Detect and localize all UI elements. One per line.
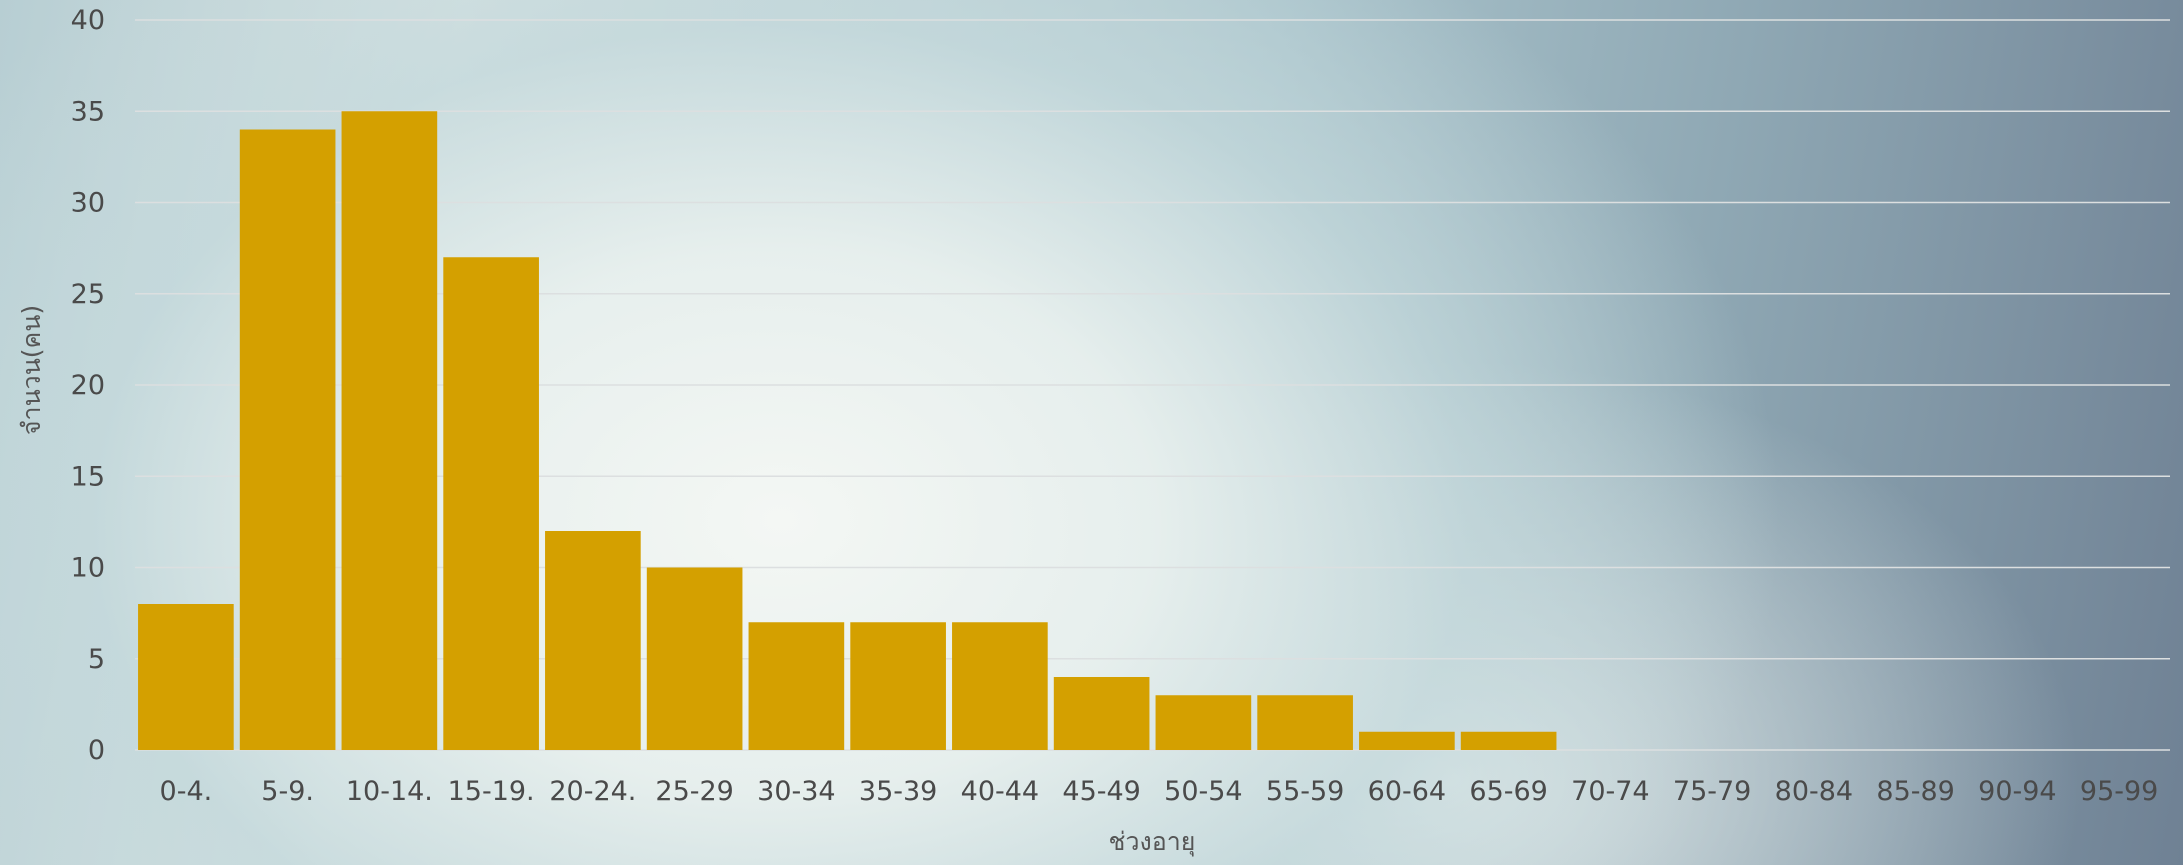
bar-45-49	[1053, 677, 1150, 750]
bar-50-54	[1155, 695, 1252, 750]
x-tick-label: 90-94	[1978, 776, 2056, 807]
bar-10-14	[341, 111, 438, 750]
y-axis-title: จำนวน(คน)	[17, 305, 46, 435]
bar-60-64	[1359, 731, 1455, 750]
x-tick-label: 25-29	[655, 776, 733, 807]
x-tick-label: 35-39	[859, 776, 937, 807]
bar-5-9	[239, 129, 336, 750]
bar-30-34	[748, 622, 845, 750]
x-tick-label: 40-44	[961, 776, 1039, 807]
x-axis-ticks: 0-4. 5-9. 10-14. 15-19. 20-24. 25-29 30-34 35-3…	[160, 776, 2159, 807]
x-tick-label: 45-49	[1062, 776, 1140, 807]
bar-15-19	[443, 257, 539, 750]
y-tick-label: 35	[71, 96, 105, 127]
y-tick-label: 25	[71, 279, 105, 310]
y-tick-label: 40	[71, 5, 105, 36]
x-tick-label: 60-64	[1368, 776, 1446, 807]
x-tick-label: 65-69	[1469, 776, 1547, 807]
y-axis-ticks: 0 5 10 15 20 25 30 35 40	[71, 5, 105, 766]
bar-20-24	[545, 531, 641, 750]
gridlines	[135, 19, 2170, 751]
y-tick-label: 15	[71, 461, 105, 492]
y-tick-label: 10	[71, 553, 105, 584]
x-tick-label: 55-59	[1266, 776, 1344, 807]
x-axis-title: ช่วงอายุ	[1109, 827, 1196, 857]
x-tick-label: 10-14.	[346, 776, 433, 807]
y-tick-label: 0	[88, 735, 105, 766]
x-tick-label: 75-79	[1673, 776, 1751, 807]
bar-0-4	[138, 604, 234, 750]
y-tick-label: 20	[71, 370, 105, 401]
y-tick-label: 30	[71, 188, 105, 219]
x-tick-label: 30-34	[757, 776, 835, 807]
x-tick-label: 95-99	[2080, 776, 2158, 807]
bar-35-39	[850, 622, 946, 750]
x-tick-label: 0-4.	[160, 776, 213, 807]
x-tick-label: 70-74	[1571, 776, 1649, 807]
y-tick-label: 5	[88, 644, 105, 675]
x-tick-label: 5-9.	[261, 776, 314, 807]
x-tick-label: 15-19.	[448, 776, 535, 807]
x-tick-label: 50-54	[1164, 776, 1242, 807]
x-tick-label: 80-84	[1775, 776, 1853, 807]
bar-25-29	[646, 567, 743, 750]
bars	[138, 111, 1557, 750]
bar-40-44	[952, 622, 1048, 750]
x-tick-label: 85-89	[1876, 776, 1954, 807]
bar-55-59	[1257, 695, 1353, 750]
bar-65-69	[1460, 731, 1557, 750]
x-tick-label: 20-24.	[549, 776, 636, 807]
